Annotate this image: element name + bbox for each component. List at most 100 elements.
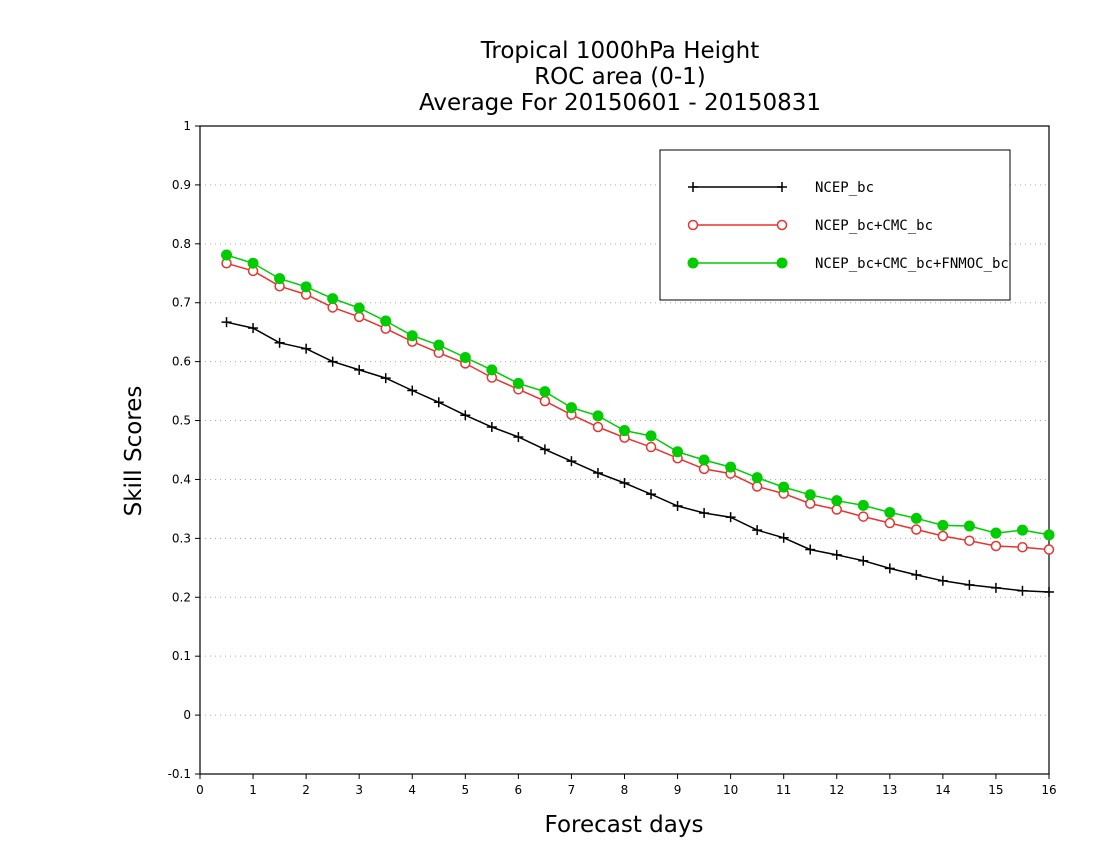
data-point [858, 511, 869, 522]
data-point [566, 456, 577, 467]
data-point [1017, 585, 1028, 596]
data-point [1017, 541, 1028, 553]
legend-item: NCEP_bc+CMC_bc [687, 218, 933, 234]
chart-title-line-3: Average For 20150601 - 20150831 [419, 90, 821, 116]
x-tick-label: 2 [302, 783, 310, 797]
data-point [699, 508, 710, 519]
data-point [247, 257, 259, 269]
x-tick-label: 7 [568, 783, 576, 797]
y-tick-label: 0 [183, 708, 191, 722]
series-layer [221, 249, 1055, 597]
x-tick-label: 15 [988, 783, 1003, 797]
data-point [301, 343, 312, 354]
data-point [592, 467, 603, 478]
y-tick-label: 0.4 [172, 472, 191, 486]
data-point [910, 512, 922, 524]
y-tick-label: 0.6 [172, 355, 191, 369]
data-point [539, 386, 551, 398]
data-point [964, 535, 975, 546]
data-point [353, 302, 365, 314]
data-point [513, 432, 524, 443]
data-point [752, 525, 763, 536]
data-point [831, 504, 842, 515]
legend-marker [777, 182, 787, 192]
data-point [433, 397, 444, 408]
x-tick-label: 14 [935, 783, 950, 797]
x-tick-label: 16 [1041, 783, 1056, 797]
legend-marker [776, 219, 788, 231]
y-tick-label: 0.2 [172, 590, 191, 604]
series-3 [221, 249, 1055, 541]
data-point [353, 311, 365, 323]
data-point [221, 249, 233, 261]
data-point [354, 364, 365, 375]
data-point [645, 441, 657, 453]
series-line [226, 262, 1050, 551]
x-tick-label: 8 [621, 783, 629, 797]
x-tick-label: 10 [723, 783, 738, 797]
legend-label: NCEP_bc+CMC_bc+FNMOC_bc [815, 256, 1009, 272]
data-point [990, 527, 1002, 539]
data-point [805, 544, 816, 555]
x-axis-ticks: 0 1 2 3 4 5 6 7 8 9 10 11 12 13 14 15 16 [196, 774, 1057, 797]
y-tick-label: 0.1 [172, 649, 191, 663]
data-point [698, 463, 710, 475]
data-point [460, 410, 471, 421]
data-point [486, 422, 497, 433]
chart-title: Tropical 1000hPa Height ROC area (0-1) A… [419, 38, 821, 116]
data-point [858, 555, 869, 566]
data-point [433, 339, 445, 351]
x-tick-label: 11 [776, 783, 791, 797]
data-point [751, 481, 763, 492]
x-tick-label: 5 [461, 783, 469, 797]
chart-title-line-2: ROC area (0-1) [534, 64, 706, 90]
data-point [725, 512, 736, 523]
data-point [539, 395, 551, 407]
chart-title-line-1: Tropical 1000hPa Height [480, 38, 760, 64]
data-point [884, 506, 896, 518]
y-axis-ticks: -0.1 0 0.1 0.2 0.3 0.4 0.5 0.6 0.7 0.8 0.9 1 [168, 119, 200, 781]
data-point [406, 330, 418, 342]
x-tick-label: 1 [249, 783, 257, 797]
y-tick-label: 0.8 [172, 237, 191, 251]
data-point [857, 499, 869, 511]
x-tick-label: 3 [355, 783, 363, 797]
series-line [226, 321, 1050, 593]
legend-marker [687, 257, 699, 269]
data-point [937, 575, 948, 586]
data-point [1044, 586, 1054, 597]
data-point [1043, 544, 1055, 555]
data-point [831, 549, 842, 560]
data-point [327, 356, 338, 367]
y-tick-label: 1 [183, 119, 191, 133]
legend-item: NCEP_bc [688, 180, 874, 196]
data-point [963, 520, 975, 532]
legend-item: NCEP_bc+CMC_bc+FNMOC_bc [687, 256, 1009, 272]
legend-marker [776, 257, 788, 269]
data-point [911, 569, 922, 580]
data-point [645, 430, 657, 442]
data-point [884, 563, 895, 574]
data-point [990, 540, 1002, 552]
x-axis-title: Forecast days [545, 812, 704, 838]
data-point [592, 421, 604, 433]
x-tick-label: 12 [829, 783, 844, 797]
legend-marker [688, 182, 698, 192]
data-point [964, 579, 975, 590]
data-point [221, 317, 232, 328]
legend-marker [687, 219, 699, 231]
data-point [804, 498, 816, 509]
y-tick-label: 0.5 [172, 414, 191, 428]
data-point [327, 293, 339, 305]
data-point [804, 489, 816, 501]
data-point [646, 489, 657, 500]
data-point [1016, 524, 1028, 536]
data-point [380, 315, 392, 327]
legend-label: NCEP_bc+CMC_bc [815, 218, 933, 234]
x-tick-label: 9 [674, 783, 682, 797]
data-point [327, 302, 338, 313]
data-point [592, 410, 604, 422]
legend: NCEP_bc NCEP_bc+CMC_bc NCEP_bc+CMC_bc+FNMO… [659, 149, 1011, 301]
data-point [565, 402, 577, 414]
y-tick-label: 0.7 [172, 296, 191, 310]
